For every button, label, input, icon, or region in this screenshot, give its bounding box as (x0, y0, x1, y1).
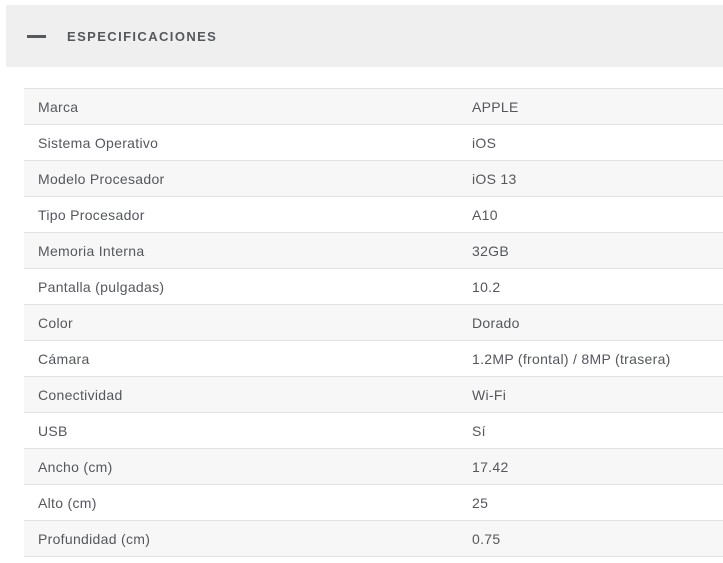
spec-label: Modelo Procesador (38, 170, 165, 187)
spec-label: Cámara (38, 350, 90, 367)
table-row: Cámara 1.2MP (frontal) / 8MP (trasera) (24, 340, 723, 376)
spec-value: APPLE (472, 98, 519, 115)
table-row: Conectividad Wi-Fi (24, 376, 723, 412)
spec-value: iOS 13 (472, 170, 517, 187)
spec-label: USB (38, 422, 68, 439)
section-title: ESPECIFICACIONES (67, 28, 218, 44)
table-row: Alto (cm) 25 (24, 484, 723, 520)
spec-label: Sistema Operativo (38, 134, 159, 151)
table-row: Sistema Operativo iOS (24, 124, 723, 160)
spec-value: Dorado (472, 314, 520, 331)
spec-label: Color (38, 314, 73, 331)
table-row: USB Sí (24, 412, 723, 448)
spec-value: 17.42 (472, 458, 509, 475)
spec-value: A10 (472, 206, 498, 223)
spec-value: iOS (472, 134, 497, 151)
spec-label: Memoria Interna (38, 242, 145, 259)
table-row: Color Dorado (24, 304, 723, 340)
table-row: Tipo Procesador A10 (24, 196, 723, 232)
table-row: Modelo Procesador iOS 13 (24, 160, 723, 196)
spec-label: Tipo Procesador (38, 206, 145, 223)
spec-label: Ancho (cm) (38, 458, 113, 475)
table-row: Marca APPLE (24, 88, 723, 124)
spec-label: Pantalla (pulgadas) (38, 278, 165, 295)
spec-value: 0.75 (472, 530, 501, 547)
spec-value: 10.2 (472, 278, 501, 295)
spec-value: 1.2MP (frontal) / 8MP (trasera) (472, 350, 671, 367)
spec-table: Marca APPLE Sistema Operativo iOS Modelo… (24, 88, 723, 557)
table-row: Pantalla (pulgadas) 10.2 (24, 268, 723, 304)
table-row: Memoria Interna 32GB (24, 232, 723, 268)
dash-icon (27, 34, 46, 38)
spec-value: Sí (472, 422, 486, 439)
table-row: Ancho (cm) 17.42 (24, 448, 723, 484)
spec-label: Alto (cm) (38, 494, 97, 511)
specifications-header: ESPECIFICACIONES (6, 5, 723, 67)
spec-label: Marca (38, 98, 79, 115)
spec-label: Conectividad (38, 386, 123, 403)
spec-value: Wi-Fi (472, 386, 507, 403)
table-row: Profundidad (cm) 0.75 (24, 520, 723, 556)
spec-label: Profundidad (cm) (38, 530, 151, 547)
spec-value: 32GB (472, 242, 509, 259)
spec-value: 25 (472, 494, 489, 511)
